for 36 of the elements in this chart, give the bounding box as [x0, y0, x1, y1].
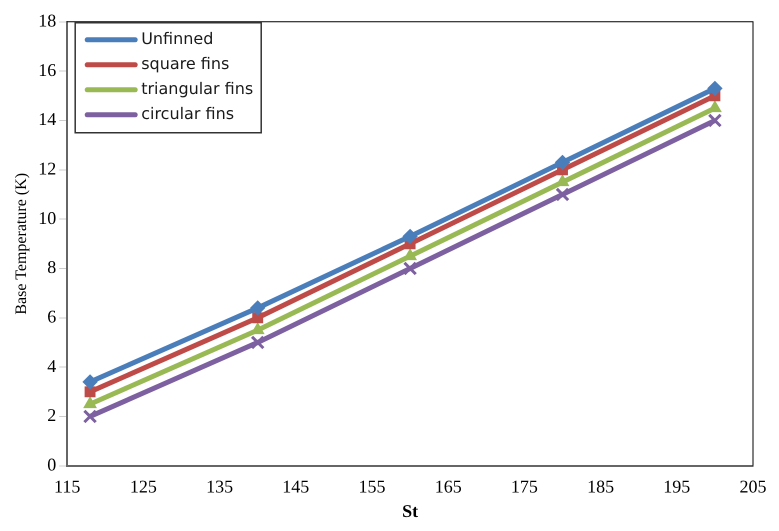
y-tick-label: 16	[38, 60, 56, 80]
y-axis-title: Base Temperature (K)	[12, 172, 30, 315]
y-tick-label: 18	[38, 10, 56, 31]
legend-label: triangular fins	[141, 78, 254, 98]
x-tick-label: 125	[130, 476, 157, 496]
point	[707, 80, 722, 96]
y-tick-label: 8	[47, 257, 56, 278]
y-tick-label: 6	[47, 306, 56, 327]
y-tick-label: 14	[38, 109, 56, 130]
point	[708, 113, 722, 128]
x-tick-label: 195	[663, 476, 690, 496]
legend-label: Unfinned	[141, 28, 214, 48]
point	[82, 409, 98, 424]
y-tick-label: 12	[38, 158, 56, 179]
x-tick-label: 205	[740, 476, 766, 496]
legend-label: circular fins	[141, 104, 234, 123]
x-tick-label: 165	[434, 476, 462, 496]
point	[82, 374, 98, 390]
x-tick-label: 175	[510, 476, 538, 496]
point	[250, 300, 266, 316]
point	[402, 261, 418, 276]
y-tick-label: 10	[38, 208, 56, 228]
y-tick-label: 0	[47, 454, 56, 475]
x-tick-label: 115	[54, 476, 80, 496]
point	[555, 187, 570, 202]
x-tick-label: 185	[587, 476, 614, 496]
x-tick-label: 145	[282, 476, 310, 496]
point	[555, 154, 570, 170]
x-tick-label: 155	[358, 476, 386, 496]
point	[250, 335, 265, 350]
y-tick-label: 4	[47, 356, 56, 376]
x-tick-label: 135	[206, 476, 234, 496]
x-axis-title: St	[402, 500, 418, 521]
y-tick-label: 2	[47, 405, 56, 426]
point	[402, 228, 418, 244]
legend-label: square fins	[141, 54, 230, 73]
